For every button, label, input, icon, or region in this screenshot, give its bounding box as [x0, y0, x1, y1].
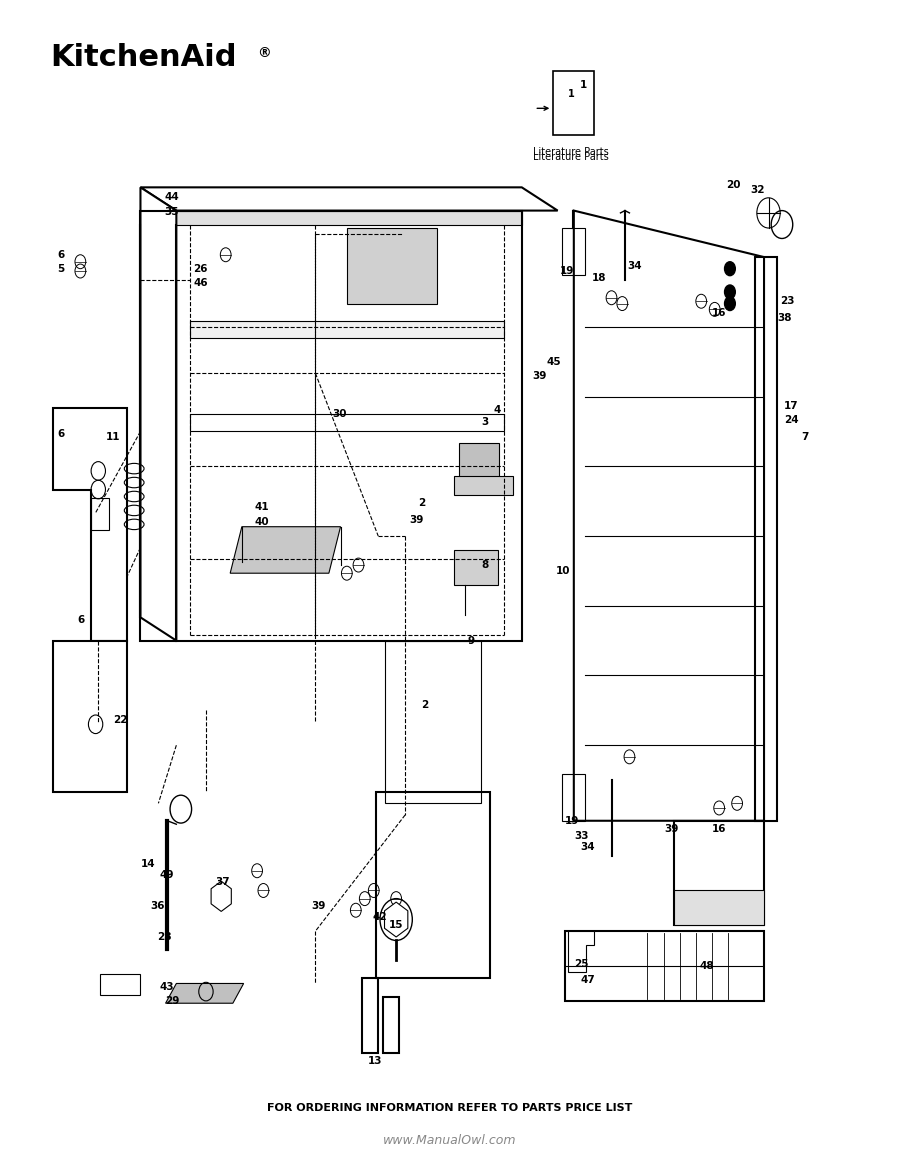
Text: 44: 44 — [165, 191, 179, 202]
Polygon shape — [230, 527, 340, 573]
Text: 24: 24 — [784, 415, 798, 425]
Text: 34: 34 — [580, 842, 595, 853]
Text: 8: 8 — [482, 560, 489, 570]
Text: 35: 35 — [165, 206, 179, 217]
Polygon shape — [565, 931, 764, 1001]
Circle shape — [724, 297, 735, 311]
Text: 6: 6 — [57, 429, 64, 439]
Polygon shape — [212, 881, 231, 911]
Text: 7: 7 — [802, 432, 809, 443]
Polygon shape — [140, 211, 522, 225]
Text: 6: 6 — [77, 615, 85, 624]
Text: 19: 19 — [560, 266, 574, 276]
Text: 47: 47 — [580, 975, 595, 984]
Polygon shape — [376, 792, 491, 977]
Text: Literature Parts: Literature Parts — [533, 153, 609, 162]
Text: 17: 17 — [784, 401, 798, 411]
Text: 38: 38 — [778, 312, 792, 323]
Text: 36: 36 — [150, 901, 165, 911]
Text: 18: 18 — [592, 273, 607, 283]
Text: 49: 49 — [159, 870, 174, 881]
Text: 28: 28 — [158, 932, 172, 942]
Bar — [382, 997, 399, 1053]
Text: 40: 40 — [254, 517, 269, 527]
Text: 42: 42 — [373, 912, 387, 923]
Text: 39: 39 — [533, 370, 547, 381]
Text: 25: 25 — [574, 959, 590, 969]
Text: 9: 9 — [468, 636, 475, 645]
Text: 16: 16 — [712, 308, 726, 318]
Text: 30: 30 — [332, 409, 347, 419]
Text: 10: 10 — [556, 566, 571, 576]
Text: 5: 5 — [57, 263, 64, 274]
Bar — [362, 977, 378, 1053]
Polygon shape — [140, 188, 558, 211]
Bar — [385, 641, 482, 804]
Bar — [674, 821, 764, 925]
Polygon shape — [569, 931, 594, 972]
Text: 2: 2 — [421, 699, 428, 709]
Bar — [755, 257, 778, 821]
Text: 29: 29 — [165, 996, 179, 1005]
Bar — [562, 775, 585, 821]
Bar — [140, 211, 522, 641]
Text: 3: 3 — [482, 417, 489, 428]
Text: 23: 23 — [780, 296, 795, 306]
Text: 26: 26 — [194, 263, 208, 274]
Text: 19: 19 — [565, 816, 580, 826]
Text: 1: 1 — [580, 80, 588, 90]
Bar — [674, 890, 764, 925]
Text: 41: 41 — [254, 502, 269, 511]
Bar — [554, 71, 594, 135]
Text: 16: 16 — [712, 824, 726, 834]
Text: 45: 45 — [547, 356, 562, 367]
Text: KitchenAid: KitchenAid — [50, 43, 238, 72]
Text: 15: 15 — [389, 920, 403, 931]
Polygon shape — [454, 475, 513, 495]
Text: 48: 48 — [699, 961, 714, 972]
Circle shape — [724, 285, 735, 299]
Text: 46: 46 — [194, 277, 208, 288]
Polygon shape — [53, 641, 127, 792]
Text: www.ManualOwl.com: www.ManualOwl.com — [383, 1134, 517, 1146]
Circle shape — [724, 262, 735, 276]
Bar — [190, 414, 504, 431]
Text: 39: 39 — [664, 824, 679, 834]
Text: 39: 39 — [311, 901, 326, 911]
Polygon shape — [384, 902, 408, 937]
Text: 37: 37 — [216, 877, 230, 888]
Text: 4: 4 — [493, 405, 500, 416]
Text: 39: 39 — [410, 515, 424, 524]
Bar — [346, 228, 436, 304]
Text: 32: 32 — [751, 185, 765, 195]
Text: 1: 1 — [568, 90, 574, 99]
Bar — [91, 497, 109, 530]
Text: ®: ® — [257, 45, 271, 59]
Polygon shape — [53, 408, 127, 641]
Text: 14: 14 — [141, 859, 156, 869]
Polygon shape — [140, 188, 176, 641]
Bar — [562, 228, 585, 275]
Bar — [190, 322, 504, 339]
Text: 33: 33 — [574, 831, 589, 841]
Text: FOR ORDERING INFORMATION REFER TO PARTS PRICE LIST: FOR ORDERING INFORMATION REFER TO PARTS … — [267, 1103, 633, 1113]
Polygon shape — [574, 211, 764, 821]
Text: Literature Parts: Literature Parts — [533, 147, 609, 156]
Text: 34: 34 — [627, 261, 643, 271]
Polygon shape — [459, 443, 500, 478]
Text: 11: 11 — [105, 432, 120, 443]
Text: 43: 43 — [159, 982, 174, 991]
Text: 6: 6 — [57, 249, 64, 260]
Polygon shape — [166, 983, 244, 1003]
Text: 22: 22 — [113, 714, 128, 725]
Text: 2: 2 — [418, 499, 426, 508]
Text: 13: 13 — [367, 1057, 382, 1066]
Bar — [100, 974, 140, 995]
Text: 20: 20 — [726, 181, 741, 190]
Bar — [454, 550, 498, 585]
